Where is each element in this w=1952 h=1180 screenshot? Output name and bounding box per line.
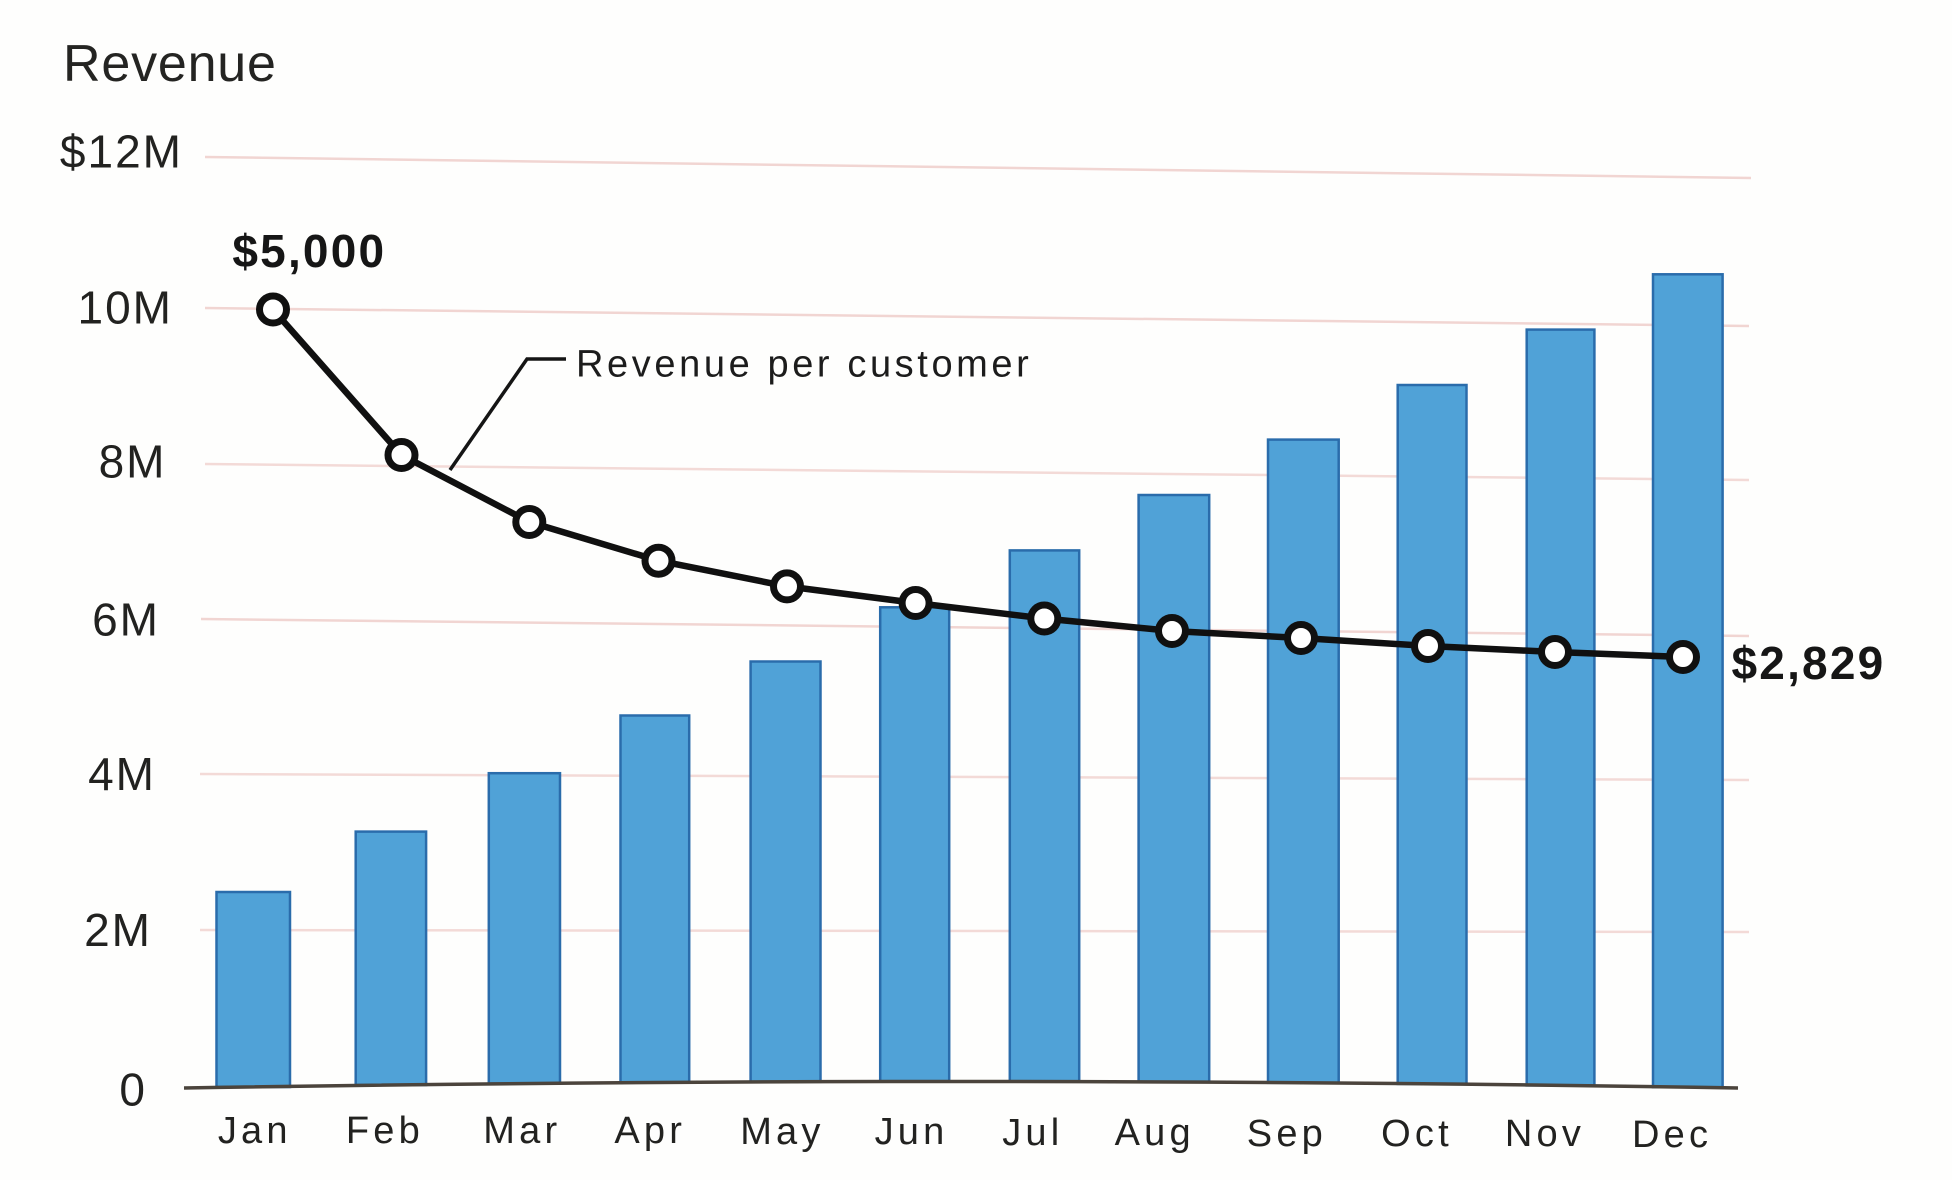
- svg-text:Aug: Aug: [1115, 1112, 1195, 1154]
- svg-text:$12M: $12M: [60, 126, 183, 178]
- svg-text:6M: 6M: [92, 594, 160, 646]
- svg-text:0: 0: [119, 1063, 147, 1115]
- svg-text:$2,829: $2,829: [1732, 637, 1886, 689]
- svg-text:Jun: Jun: [875, 1111, 949, 1153]
- svg-text:Feb: Feb: [346, 1110, 424, 1152]
- svg-text:4M: 4M: [88, 748, 156, 800]
- svg-text:Revenue: Revenue: [63, 35, 277, 93]
- svg-text:Nov: Nov: [1505, 1113, 1585, 1155]
- svg-text:8M: 8M: [99, 436, 167, 488]
- svg-text:Jan: Jan: [218, 1110, 292, 1152]
- svg-text:Revenue per customer: Revenue per customer: [576, 344, 1032, 386]
- svg-text:Dec: Dec: [1632, 1114, 1712, 1156]
- svg-text:Sep: Sep: [1247, 1113, 1327, 1155]
- svg-text:Jul: Jul: [1002, 1112, 1063, 1154]
- svg-text:Mar: Mar: [483, 1110, 561, 1152]
- svg-text:May: May: [740, 1111, 824, 1153]
- svg-text:$5,000: $5,000: [232, 225, 386, 277]
- svg-text:2M: 2M: [84, 904, 152, 956]
- svg-text:Apr: Apr: [614, 1110, 686, 1152]
- svg-text:10M: 10M: [78, 281, 173, 333]
- svg-text:Oct: Oct: [1381, 1113, 1453, 1155]
